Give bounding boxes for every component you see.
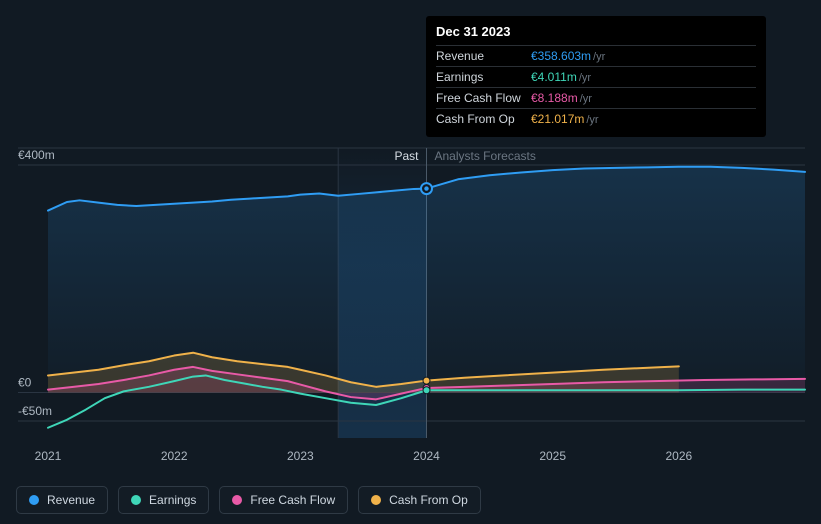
legend-label: Cash From Op xyxy=(389,493,468,507)
tooltip-row-unit: /yr xyxy=(579,72,591,84)
legend-item-earnings[interactable]: Earnings xyxy=(118,486,209,514)
svg-text:2025: 2025 xyxy=(539,449,566,463)
tooltip-row: Cash From Op€21.017m/yr xyxy=(436,108,756,129)
legend: Revenue Earnings Free Cash Flow Cash From O… xyxy=(16,486,481,514)
legend-item-free-cash-flow[interactable]: Free Cash Flow xyxy=(219,486,348,514)
legend-item-cash-from-op[interactable]: Cash From Op xyxy=(358,486,481,514)
tooltip-row-value: €21.017m xyxy=(531,112,584,126)
tooltip-row-label: Revenue xyxy=(436,49,531,63)
legend-dot xyxy=(371,495,381,505)
legend-dot xyxy=(131,495,141,505)
tooltip-row: Revenue€358.603m/yr xyxy=(436,45,756,66)
svg-text:€400m: €400m xyxy=(18,148,55,162)
tooltip-row-value: €8.188m xyxy=(531,91,578,105)
svg-text:€0: €0 xyxy=(18,376,32,390)
tooltip-row-value: €358.603m xyxy=(531,49,591,63)
svg-text:-€50m: -€50m xyxy=(18,404,52,418)
legend-label: Revenue xyxy=(47,493,95,507)
tooltip-row-unit: /yr xyxy=(580,93,592,105)
svg-text:2021: 2021 xyxy=(35,449,62,463)
svg-text:2023: 2023 xyxy=(287,449,314,463)
legend-item-revenue[interactable]: Revenue xyxy=(16,486,108,514)
tooltip-row-value: €4.011m xyxy=(531,70,577,84)
tooltip-row-unit: /yr xyxy=(593,51,605,63)
tooltip-row-label: Earnings xyxy=(436,70,531,84)
svg-text:Analysts Forecasts: Analysts Forecasts xyxy=(435,149,536,163)
tooltip-row-label: Free Cash Flow xyxy=(436,91,531,105)
legend-dot xyxy=(29,495,39,505)
svg-text:2024: 2024 xyxy=(413,449,440,463)
tooltip-row-label: Cash From Op xyxy=(436,112,531,126)
legend-dot xyxy=(232,495,242,505)
tooltip-row-unit: /yr xyxy=(586,114,598,126)
svg-text:2026: 2026 xyxy=(665,449,692,463)
svg-text:Past: Past xyxy=(394,149,419,163)
svg-text:2022: 2022 xyxy=(161,449,188,463)
legend-label: Earnings xyxy=(149,493,196,507)
hover-tooltip: Dec 31 2023 Revenue€358.603m/yrEarnings€… xyxy=(426,16,766,137)
tooltip-row: Free Cash Flow€8.188m/yr xyxy=(436,87,756,108)
tooltip-date: Dec 31 2023 xyxy=(436,24,756,45)
tooltip-row: Earnings€4.011m/yr xyxy=(436,66,756,87)
legend-label: Free Cash Flow xyxy=(250,493,335,507)
